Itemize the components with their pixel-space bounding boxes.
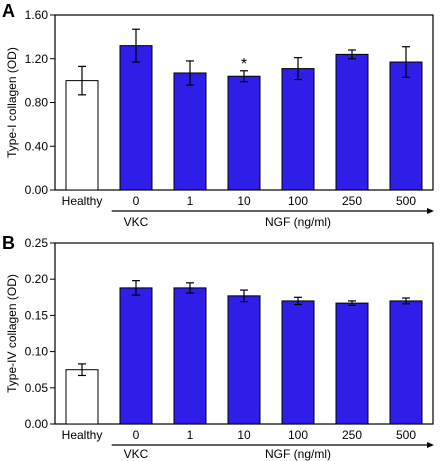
panel-b-x-axis-title: NGF (ng/ml): [265, 447, 331, 461]
panel-a-y-tick-label: 0.00: [25, 183, 49, 197]
panel-a-y-tick-label: 1.60: [25, 8, 49, 22]
panel-a-bar: [65, 80, 99, 191]
panel-a-bar: [119, 45, 153, 191]
panel-a-y-axis-title: Type-I collagen (OD): [5, 47, 19, 158]
panel-a-x-tick-label: 100: [288, 194, 308, 208]
panel-b-x-tick-label: 10: [237, 428, 251, 442]
panel-a-vkc-label: VKC: [124, 215, 149, 229]
panel-b-y-tick-label: 0.00: [25, 417, 49, 431]
panel-b-y-tick-label: 0.05: [25, 381, 49, 395]
panel-b-bar: [335, 302, 369, 425]
panel-a-y-tick-label: 0.80: [25, 96, 49, 110]
panel-b-x-tick-label: 0: [133, 428, 140, 442]
panel-b-y-tick-label: 0.20: [25, 272, 49, 286]
panel-b-bar: [65, 369, 99, 425]
panel-b-bar: [173, 287, 207, 425]
panel-b-x-tick-label: 1: [187, 428, 194, 442]
panel-a-significance-marker: *: [241, 56, 247, 73]
panel-a-y-tick-label: 1.20: [25, 52, 49, 66]
panel-a-x-tick-label: Healthy: [62, 194, 103, 208]
panel-a-bar: [389, 61, 423, 191]
panel-b-bar: [119, 287, 153, 425]
panel-b-y-tick-label: 0.10: [25, 345, 49, 359]
panel-b-bar: [389, 300, 423, 425]
panel-a-bar: [281, 68, 315, 191]
panel-a-bar: [173, 72, 207, 191]
panel-a-letter: A: [2, 1, 15, 21]
panel-b-bar: [281, 300, 315, 425]
panel-a-bar: [335, 53, 369, 191]
panel-b-letter: B: [2, 233, 15, 253]
panel-a-y-tick-label: 0.40: [25, 139, 49, 153]
panel-a-bar: [227, 75, 261, 191]
panel-b-group-arrow-head: [427, 442, 434, 448]
panel-a-x-tick-label: 10: [237, 194, 251, 208]
panel-b-y-tick-label: 0.25: [25, 236, 49, 250]
panel-b-y-tick-label: 0.15: [25, 308, 49, 322]
panel-a-x-tick-label: 500: [396, 194, 416, 208]
panel-b-bar: [227, 295, 261, 425]
panel-a-x-tick-label: 1: [187, 194, 194, 208]
panel-a-group-arrow-head: [427, 208, 434, 214]
panel-b-y-axis-title: Type-IV collagen (OD): [5, 274, 19, 393]
panel-b-x-tick-label: 100: [288, 428, 308, 442]
panel-a-x-axis-title: NGF (ng/ml): [265, 215, 331, 229]
panel-b-x-tick-label: 250: [342, 428, 362, 442]
panel-a-x-tick-label: 250: [342, 194, 362, 208]
panel-b-x-tick-label: Healthy: [62, 428, 103, 442]
panel-b-x-tick-label: 500: [396, 428, 416, 442]
panel-b-vkc-label: VKC: [124, 447, 149, 461]
panel-a-x-tick-label: 0: [133, 194, 140, 208]
